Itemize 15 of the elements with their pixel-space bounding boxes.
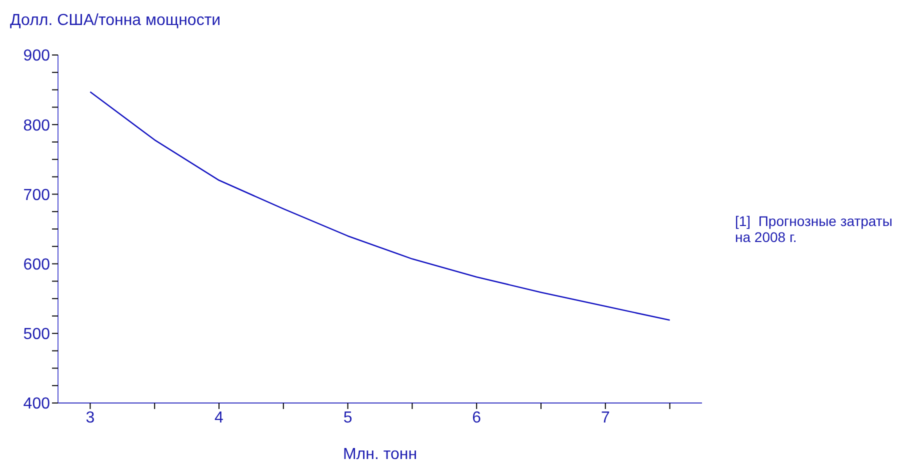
x-tick-label: 7 — [600, 409, 610, 426]
y-tick-label: 500 — [23, 326, 50, 344]
x-axis-title: Млн. тонн — [342, 446, 418, 463]
x-tick-label: 6 — [472, 409, 482, 426]
x-tick-label: 5 — [343, 409, 352, 426]
y-tick-label: 600 — [23, 256, 50, 274]
x-tick-label: 3 — [86, 409, 95, 426]
y-tick-label: 400 — [23, 396, 50, 413]
y-tick-label: 800 — [23, 117, 50, 134]
y-axis-title: Долл. США/тонна мощности — [10, 12, 221, 30]
line-series — [90, 91, 670, 321]
text: [1] Прогнозные затраты на 2008 г. — [735, 213, 894, 245]
x-tick-label: 4 — [214, 409, 224, 426]
y-tick-label: 900 — [23, 48, 50, 65]
y-tick-label: 700 — [23, 186, 50, 204]
